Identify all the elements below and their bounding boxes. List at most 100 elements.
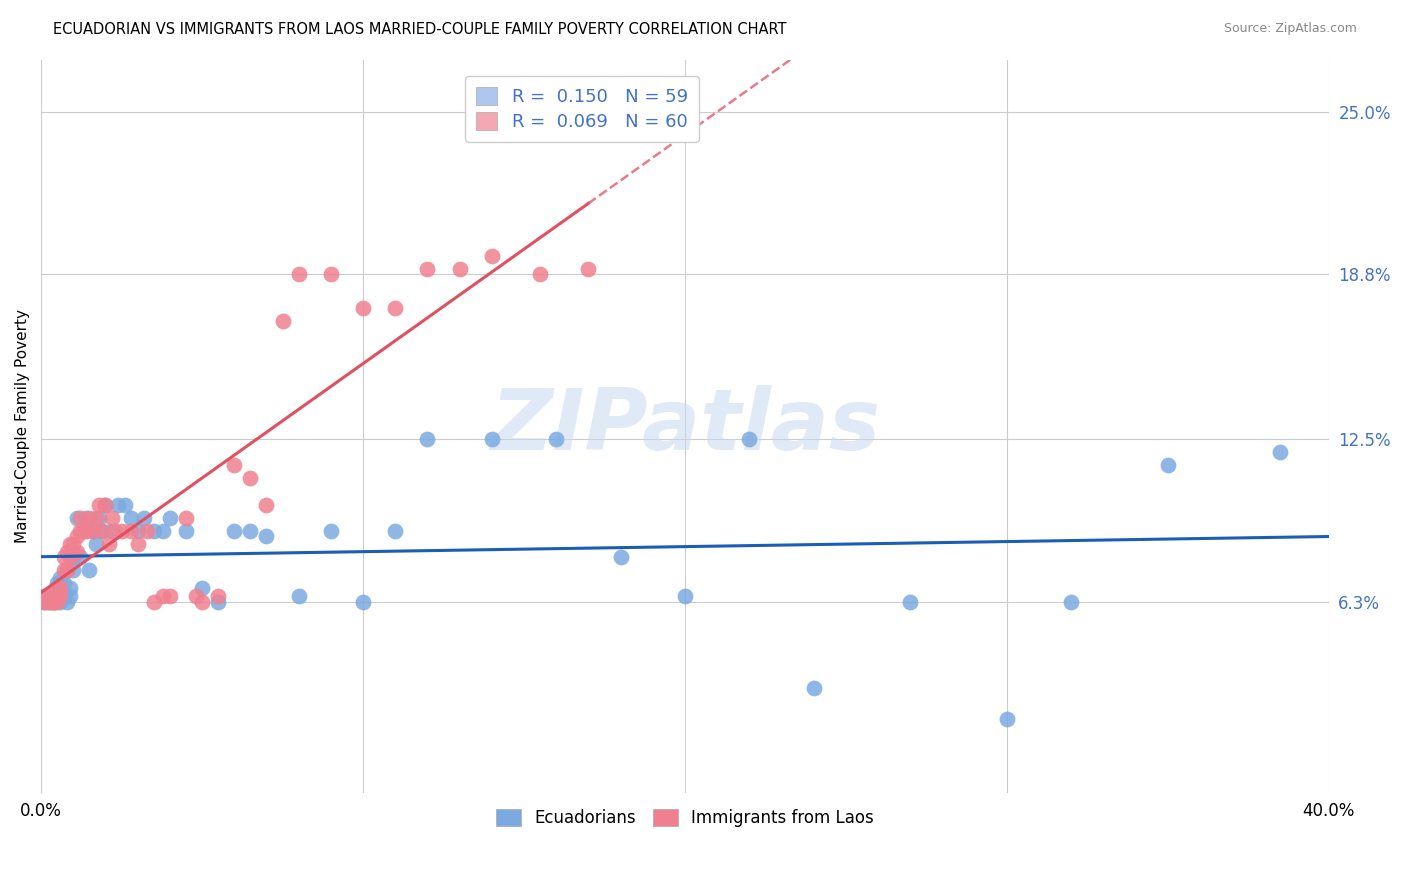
Point	[91, 524, 114, 538]
Text: Source: ZipAtlas.com: Source: ZipAtlas.com	[1223, 22, 1357, 36]
Point	[49, 582, 72, 596]
Point	[132, 510, 155, 524]
Point	[62, 549, 84, 564]
Point	[152, 589, 174, 603]
Point	[319, 267, 342, 281]
Point	[191, 582, 214, 596]
Point	[159, 510, 181, 524]
Point	[384, 524, 406, 538]
Point	[52, 549, 75, 564]
Point	[254, 529, 277, 543]
Point	[416, 432, 439, 446]
Point	[352, 594, 374, 608]
Point	[52, 563, 75, 577]
Point	[107, 498, 129, 512]
Point	[46, 582, 69, 596]
Point	[101, 510, 124, 524]
Point	[42, 594, 65, 608]
Point	[79, 563, 101, 577]
Point	[174, 524, 197, 538]
Point	[352, 301, 374, 316]
Point	[142, 594, 165, 608]
Point	[49, 594, 72, 608]
Point	[1157, 458, 1180, 473]
Point	[62, 545, 84, 559]
Point	[39, 589, 62, 603]
Point	[49, 589, 72, 603]
Point	[34, 589, 56, 603]
Point	[87, 498, 110, 512]
Point	[110, 524, 132, 538]
Point	[239, 524, 262, 538]
Point	[69, 510, 91, 524]
Point	[104, 524, 127, 538]
Point	[576, 262, 599, 277]
Point	[529, 267, 551, 281]
Point	[84, 510, 107, 524]
Point	[546, 432, 568, 446]
Point	[62, 563, 84, 577]
Point	[184, 589, 207, 603]
Point	[254, 498, 277, 512]
Point	[898, 594, 921, 608]
Point	[37, 589, 59, 603]
Point	[39, 594, 62, 608]
Point	[174, 510, 197, 524]
Point	[56, 563, 79, 577]
Point	[84, 537, 107, 551]
Point	[72, 524, 94, 538]
Point	[120, 510, 142, 524]
Point	[416, 262, 439, 277]
Point	[287, 589, 309, 603]
Point	[59, 549, 82, 564]
Point	[87, 510, 110, 524]
Point	[56, 594, 79, 608]
Point	[114, 498, 136, 512]
Point	[59, 537, 82, 551]
Point	[65, 545, 87, 559]
Point	[94, 498, 117, 512]
Text: ZIPatlas: ZIPatlas	[489, 384, 880, 467]
Point	[152, 524, 174, 538]
Point	[65, 510, 87, 524]
Point	[49, 571, 72, 585]
Point	[224, 524, 246, 538]
Point	[59, 582, 82, 596]
Point	[56, 563, 79, 577]
Point	[101, 524, 124, 538]
Point	[75, 510, 97, 524]
Point	[79, 510, 101, 524]
Point	[34, 594, 56, 608]
Point	[384, 301, 406, 316]
Point	[72, 524, 94, 538]
Point	[673, 589, 696, 603]
Point	[46, 589, 69, 603]
Point	[42, 594, 65, 608]
Point	[42, 594, 65, 608]
Point	[52, 589, 75, 603]
Point	[46, 576, 69, 591]
Point	[609, 549, 631, 564]
Point	[42, 589, 65, 603]
Point	[91, 524, 114, 538]
Point	[69, 524, 91, 538]
Point	[481, 432, 503, 446]
Point	[97, 537, 120, 551]
Point	[59, 589, 82, 603]
Point	[207, 594, 229, 608]
Point	[449, 262, 471, 277]
Point	[37, 594, 59, 608]
Point	[271, 314, 294, 328]
Y-axis label: Married-Couple Family Poverty: Married-Couple Family Poverty	[15, 310, 30, 543]
Point	[287, 267, 309, 281]
Point	[191, 594, 214, 608]
Point	[82, 524, 104, 538]
Point	[94, 498, 117, 512]
Point	[120, 524, 142, 538]
Point	[52, 576, 75, 591]
Point	[803, 681, 825, 695]
Text: ECUADORIAN VS IMMIGRANTS FROM LAOS MARRIED-COUPLE FAMILY POVERTY CORRELATION CHA: ECUADORIAN VS IMMIGRANTS FROM LAOS MARRI…	[53, 22, 787, 37]
Point	[46, 582, 69, 596]
Point	[1270, 445, 1292, 459]
Point	[127, 537, 149, 551]
